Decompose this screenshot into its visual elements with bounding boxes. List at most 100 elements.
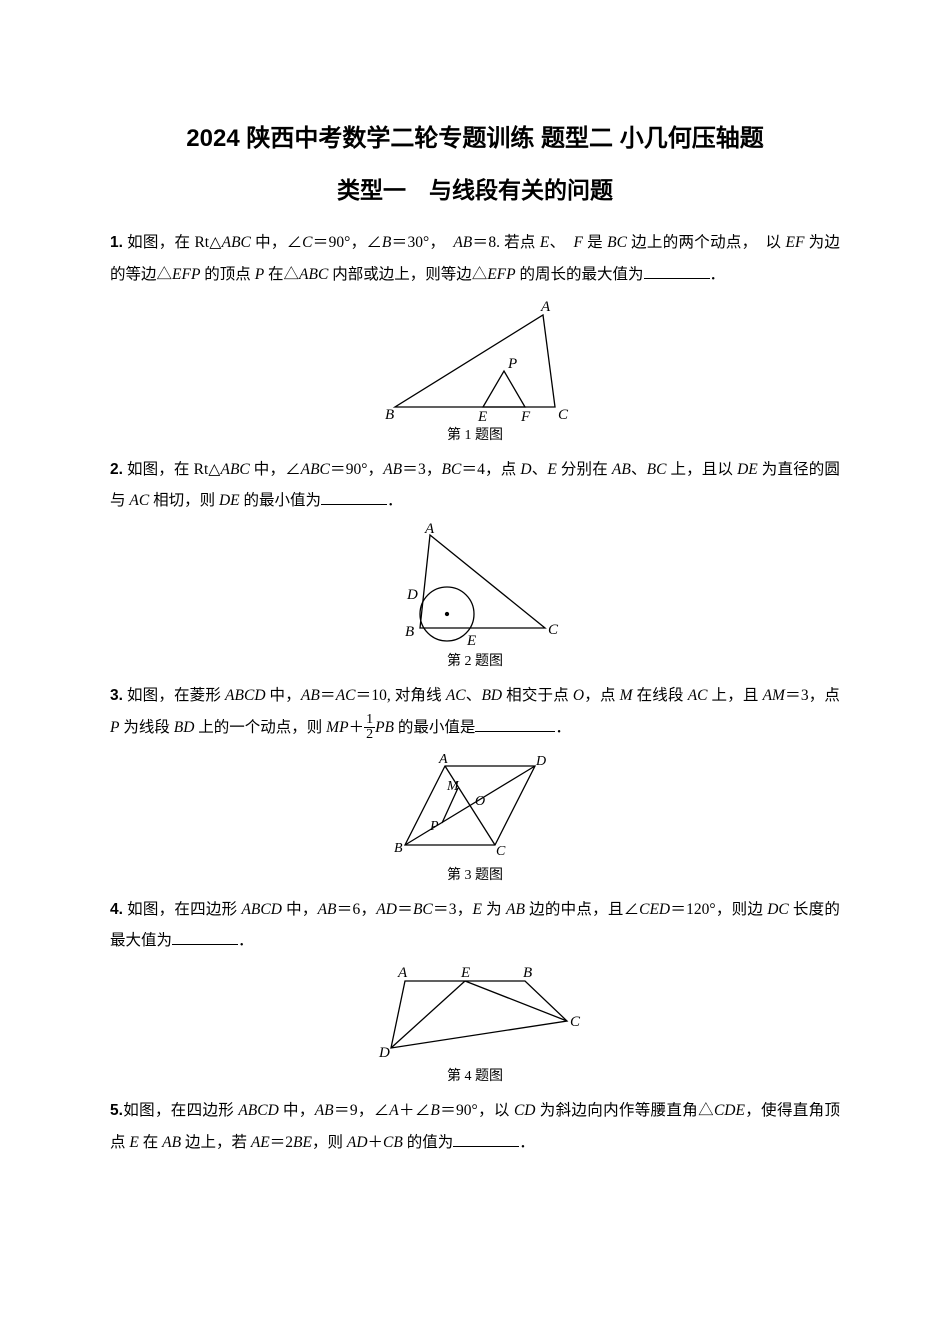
var: C: [302, 234, 312, 251]
var: AC: [129, 492, 149, 509]
svg-text:A: A: [540, 299, 551, 315]
text: ．: [238, 932, 254, 949]
text: 分别在: [557, 461, 612, 478]
var: AB: [301, 687, 320, 704]
figure-1: A B C E F P 第 1 题图: [110, 297, 840, 444]
var: B: [430, 1102, 439, 1119]
figure-2-caption: 第 2 题图: [110, 650, 840, 670]
text: 内部或边上，则等边△: [328, 266, 487, 283]
figure-4: A E B C D 第 4 题图: [110, 963, 840, 1085]
text: ．: [387, 492, 403, 509]
svg-text:B: B: [385, 407, 394, 422]
var: A: [389, 1102, 398, 1119]
answer-blank: [453, 1131, 519, 1147]
var: AD: [347, 1134, 368, 1151]
text: 的值为: [403, 1134, 453, 1151]
figure-3-svg: A D B C O M P: [385, 750, 565, 862]
var: EFP: [172, 266, 200, 283]
var: CED: [639, 901, 670, 918]
text: ＝90°，∠: [313, 234, 382, 251]
var: CD: [514, 1102, 536, 1119]
text: 为线段: [119, 719, 173, 736]
text: ＝10, 对角线: [356, 687, 446, 704]
svg-text:B: B: [405, 624, 414, 640]
var: AD: [376, 901, 397, 918]
problem-number: 2.: [110, 461, 123, 478]
text: ＝30°，: [391, 234, 453, 251]
var: BC: [413, 901, 433, 918]
numerator: 1: [364, 713, 375, 728]
text: 、: [466, 687, 482, 704]
var: ABC: [299, 266, 328, 283]
var: AB: [318, 901, 337, 918]
text: 是: [583, 234, 607, 251]
var: M: [620, 687, 633, 704]
text: ＝3，: [433, 901, 473, 918]
text: 如图，在 Rt△: [123, 234, 222, 251]
answer-blank: [475, 716, 555, 732]
problem-number: 4.: [110, 901, 123, 918]
var: EF: [786, 234, 805, 251]
var: MP: [326, 719, 348, 736]
svg-text:O: O: [475, 794, 485, 809]
svg-text:C: C: [558, 407, 569, 422]
problem-number: 5.: [110, 1102, 123, 1119]
var: AB: [315, 1102, 334, 1119]
problem-5: 5.如图，在四边形 ABCD 中，AB＝9，∠A＋∠B＝90°，以 CD 为斜边…: [110, 1095, 840, 1159]
var: ABCD: [241, 901, 281, 918]
var: BD: [174, 719, 195, 736]
figure-3: A D B C O M P 第 3 题图: [110, 750, 840, 884]
text: 、: [532, 461, 548, 478]
var: CDE: [714, 1102, 745, 1119]
var: ABC: [301, 461, 330, 478]
svg-text:F: F: [520, 409, 531, 422]
text: 的顶点: [200, 266, 254, 283]
var: AC: [336, 687, 356, 704]
var: ABCD: [225, 687, 265, 704]
svg-text:B: B: [523, 965, 532, 981]
text: 边上，若: [181, 1134, 251, 1151]
text: 、: [631, 461, 647, 478]
text: 为: [482, 901, 506, 918]
var: BC: [442, 461, 462, 478]
text: 中，: [282, 901, 318, 918]
var: E: [540, 234, 549, 251]
svg-text:E: E: [477, 409, 487, 422]
var: AC: [446, 687, 466, 704]
answer-blank: [172, 930, 238, 946]
text: ＝9，∠: [334, 1102, 390, 1119]
var: BC: [647, 461, 667, 478]
text: 如图，在 Rt△: [123, 461, 221, 478]
page-subtitle: 类型一 与线段有关的问题: [110, 171, 840, 205]
text: ＋∠: [399, 1102, 431, 1119]
var: EFP: [487, 266, 515, 283]
svg-text:D: D: [535, 754, 546, 769]
var: AM: [763, 687, 785, 704]
text: 在△: [264, 266, 299, 283]
var: ABCD: [238, 1102, 278, 1119]
var: BC: [607, 234, 627, 251]
text: 边上的两个动点， 以: [627, 234, 786, 251]
text: 上，且: [708, 687, 763, 704]
var: BD: [481, 687, 502, 704]
text: 如图，在四边形: [123, 1102, 238, 1119]
text: 、: [549, 234, 573, 251]
text: 上的一个动点，则: [194, 719, 326, 736]
text: 如图，在四边形: [123, 901, 242, 918]
text: ＝3，点: [785, 687, 840, 704]
text: ＝4，点: [461, 461, 520, 478]
figure-2: A B C D E 第 2 题图: [110, 523, 840, 670]
problem-number: 1.: [110, 234, 123, 251]
svg-text:D: D: [378, 1045, 390, 1061]
figure-4-svg: A E B C D: [365, 963, 585, 1063]
var: O: [573, 687, 584, 704]
var: ABC: [222, 234, 251, 251]
text: ＝90°，: [330, 461, 383, 478]
text: ，点: [584, 687, 620, 704]
text: 的最小值是: [394, 719, 475, 736]
svg-text:E: E: [466, 633, 476, 648]
text: ＝2: [270, 1134, 293, 1151]
problem-2: 2. 如图，在 Rt△ABC 中，∠ABC＝90°，AB＝3，BC＝4，点 D、…: [110, 454, 840, 518]
exam-page: 2024 陕西中考数学二轮专题训练 题型二 小几何压轴题 类型一 与线段有关的问…: [0, 0, 950, 1205]
text: ．: [710, 266, 726, 283]
